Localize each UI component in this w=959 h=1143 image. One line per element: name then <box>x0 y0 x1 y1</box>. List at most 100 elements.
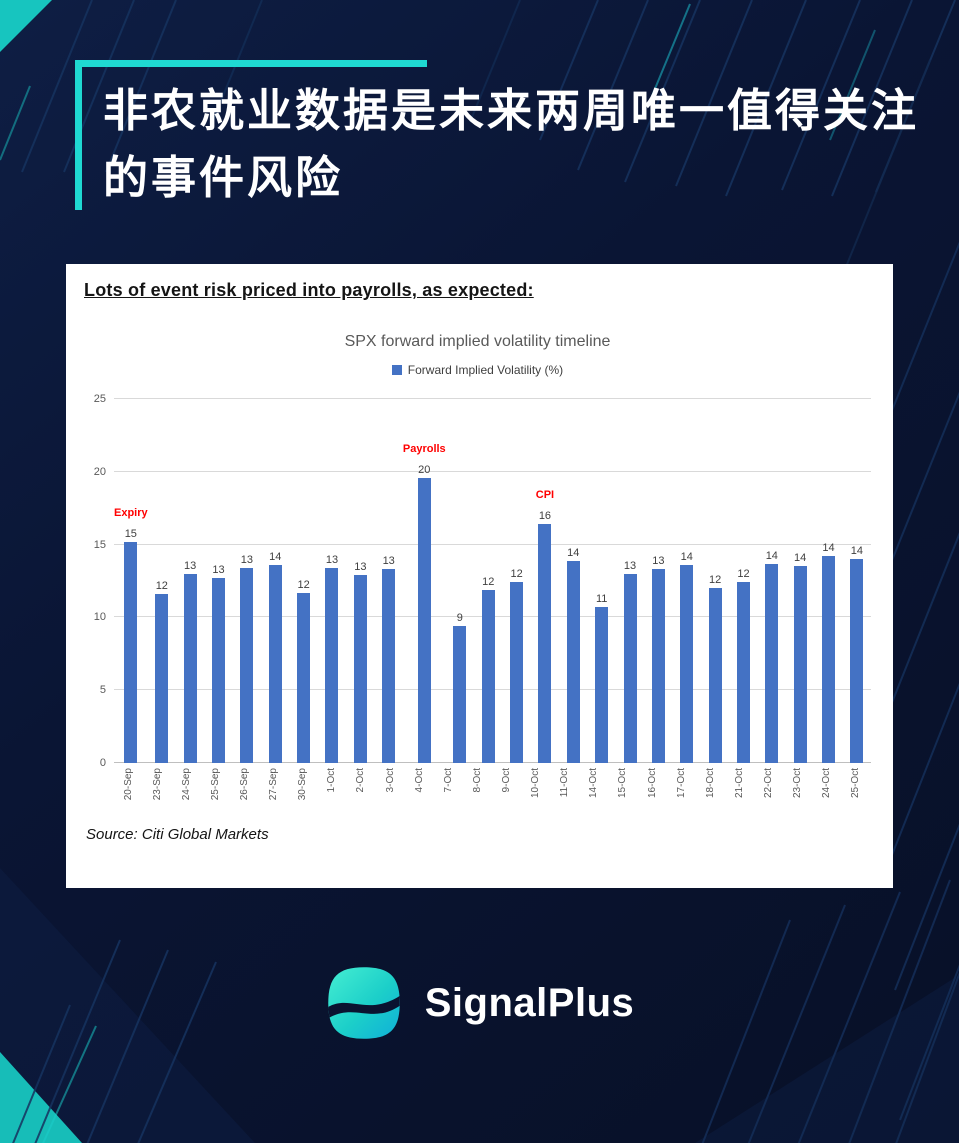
chart-annotation: Payrolls <box>402 442 446 455</box>
y-tick-label: 20 <box>93 465 106 478</box>
bar-value-label: 14 <box>794 552 807 565</box>
x-tick-label: 10-Oct <box>530 768 542 799</box>
chart-annotation: CPI <box>535 489 555 502</box>
chart-title: SPX forward implied volatility timeline <box>344 333 611 350</box>
bar-value-label: 14 <box>567 546 580 559</box>
bar <box>708 588 722 763</box>
x-tick-label: 24-Sep <box>180 768 192 801</box>
bar-value-label: 12 <box>708 574 722 587</box>
bar-value-label: 12 <box>737 568 750 581</box>
bar <box>510 582 524 763</box>
x-tick: 26-Sep <box>230 768 259 820</box>
bar <box>297 592 311 763</box>
bar <box>481 589 495 763</box>
bar-value-label: 13 <box>652 555 665 568</box>
x-tick: 20-Sep <box>114 768 143 820</box>
gridline <box>114 398 871 399</box>
x-tick: 7-Oct <box>434 768 463 820</box>
x-tick-label: 14-Oct <box>588 768 600 799</box>
y-tick-label: 5 <box>99 684 106 697</box>
bar <box>651 569 665 763</box>
bar <box>124 541 138 763</box>
x-tick: 22-Oct <box>754 768 783 820</box>
x-tick: 18-Oct <box>696 768 725 820</box>
x-tick: 10-Oct <box>522 768 551 820</box>
x-tick-label: 20-Sep <box>122 768 134 801</box>
x-tick: 3-Oct <box>376 768 405 820</box>
bar-value-label: 15 <box>124 527 137 540</box>
bar-value-label: 14 <box>850 545 864 558</box>
x-tick: 1-Oct <box>318 768 347 820</box>
decorative-line <box>894 823 959 991</box>
bar <box>765 563 779 763</box>
bar-column: 14 <box>786 399 814 763</box>
bar-column: 13 <box>616 399 644 763</box>
bar-column: 12 <box>729 399 757 763</box>
bar-column: 14 <box>559 399 587 763</box>
y-tick-label: 10 <box>93 611 106 624</box>
page-title-line1: 非农就业数据是未来两周唯一值得关注 <box>103 85 920 136</box>
x-tick-label: 21-Oct <box>733 768 745 799</box>
bar-column: 13 <box>346 399 374 763</box>
x-tick: 25-Sep <box>201 768 230 820</box>
bar-column: 12 <box>289 399 317 763</box>
bar-value-label: 14 <box>822 542 835 555</box>
bar <box>793 566 807 763</box>
bar <box>382 569 396 763</box>
x-tick: 11-Oct <box>551 768 580 820</box>
bar-value-label: 13 <box>382 555 395 568</box>
bar <box>595 607 609 763</box>
decorative-shape <box>0 1052 82 1143</box>
bar <box>212 578 226 763</box>
bar-value-label: 13 <box>623 559 637 572</box>
bar-column: 13 <box>176 399 204 763</box>
x-tick-label: 1-Oct <box>326 768 338 793</box>
bar-column: CPI 16 <box>531 399 559 763</box>
bar <box>268 564 282 763</box>
card-heading: Lots of event risk priced into payrolls,… <box>84 280 534 300</box>
source-note: Source: Citi Global Markets <box>86 826 269 843</box>
bar <box>453 626 467 763</box>
decorative-line <box>889 682 959 861</box>
x-tick: 8-Oct <box>463 768 492 820</box>
title-bracket-left <box>75 60 82 210</box>
bar-value-label: 13 <box>354 561 367 574</box>
brand-footer: SignalPlus <box>0 964 959 1042</box>
x-tick-label: 16-Oct <box>646 768 658 799</box>
bar-value-label: 12 <box>510 568 523 581</box>
bar-column: 12 <box>502 399 530 763</box>
x-tick: 27-Sep <box>260 768 289 820</box>
x-tick: 14-Oct <box>580 768 609 820</box>
x-tick: 9-Oct <box>492 768 521 820</box>
brand-name: SignalPlus <box>424 980 635 1025</box>
bar-value-label: 20 <box>418 463 431 476</box>
x-tick-label: 3-Oct <box>384 768 396 793</box>
x-tick-label: 30-Sep <box>297 768 309 801</box>
x-tick-label: 25-Sep <box>209 768 221 801</box>
bar-column: 12 <box>148 399 176 763</box>
chart-card: Lots of event risk priced into payrolls,… <box>66 264 893 888</box>
x-tick-label: 22-Oct <box>762 768 774 799</box>
x-tick-label: 11-Oct <box>559 768 571 798</box>
x-tick: 24-Oct <box>813 768 842 820</box>
title-bracket-top <box>75 60 427 67</box>
x-tick: 15-Oct <box>609 768 638 820</box>
bar-column: 14 <box>758 399 786 763</box>
decorative-line <box>884 532 959 721</box>
bar-value-label: 12 <box>482 575 495 588</box>
chart-legend: Forward Implied Volatility (%) <box>84 363 871 377</box>
x-tick: 24-Sep <box>172 768 201 820</box>
x-tick-label: 23-Oct <box>792 768 804 799</box>
x-tick: 23-Sep <box>143 768 172 820</box>
x-tick: 16-Oct <box>638 768 667 820</box>
bars-container: Expiry 15 12 13 13 13 14 12 13 13 13 Payrolls 20 9 12 1… <box>114 399 871 763</box>
bar-value-label: 14 <box>765 549 778 562</box>
bar <box>850 559 864 763</box>
bar-value-label: 12 <box>297 578 310 591</box>
bar-value-label: 13 <box>212 564 225 577</box>
chart-annotation: Expiry <box>114 506 148 519</box>
bar <box>183 573 197 763</box>
bar-column: 13 <box>233 399 261 763</box>
bar <box>623 573 637 763</box>
